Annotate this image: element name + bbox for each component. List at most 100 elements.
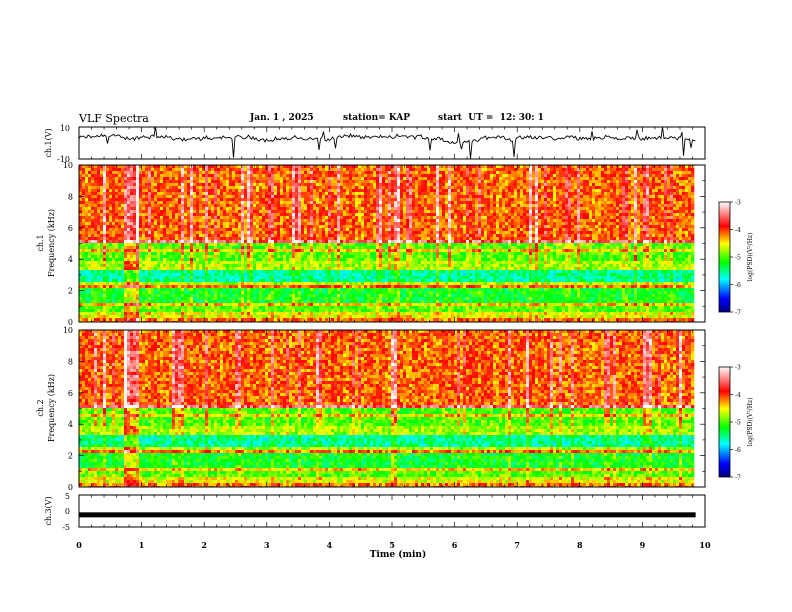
spectrogram-cell bbox=[469, 168, 472, 171]
spectrogram-cell bbox=[91, 192, 94, 195]
spectrogram-cell bbox=[82, 174, 85, 177]
spectrogram-cell bbox=[424, 168, 427, 171]
spectrogram-cell bbox=[349, 183, 352, 186]
spectrogram-cell bbox=[493, 177, 496, 180]
spectrogram-cell bbox=[496, 183, 499, 186]
spectrogram-cell bbox=[478, 174, 481, 177]
spectrogram-cell bbox=[331, 177, 334, 180]
spectrogram-cell bbox=[598, 177, 601, 180]
spectrogram-cell bbox=[253, 183, 256, 186]
spectrogram-cell bbox=[94, 195, 97, 198]
spectrogram-cell bbox=[361, 189, 364, 192]
spectrogram-cell bbox=[118, 189, 121, 192]
spectrogram-cell bbox=[547, 183, 550, 186]
spectrogram-cell bbox=[631, 189, 634, 192]
spectrogram-cell bbox=[172, 192, 175, 195]
spectrogram-cell bbox=[307, 189, 310, 192]
spectrogram-cell bbox=[595, 177, 598, 180]
spectrogram-cell bbox=[394, 168, 397, 171]
spectrogram-cell bbox=[643, 186, 646, 189]
spectrogram-cell bbox=[406, 177, 409, 180]
spectrogram-cell bbox=[574, 180, 577, 183]
spectrogram-cell bbox=[565, 171, 568, 174]
spectrogram-cell bbox=[454, 174, 457, 177]
spectrogram-cell bbox=[352, 180, 355, 183]
spectrogram-cell bbox=[445, 186, 448, 189]
spectrogram-cell bbox=[379, 189, 382, 192]
spectrogram-cell bbox=[274, 192, 277, 195]
spectrogram-cell bbox=[499, 192, 502, 195]
spectrogram-cell bbox=[586, 168, 589, 171]
spectrogram-cell bbox=[181, 171, 184, 174]
spectrogram-cell bbox=[355, 180, 358, 183]
spectrogram-cell bbox=[478, 183, 481, 186]
spectrogram-cell bbox=[508, 186, 511, 189]
spectrogram-cell bbox=[538, 189, 541, 192]
spectrogram-cell bbox=[634, 174, 637, 177]
spectrogram-cell bbox=[199, 171, 202, 174]
spectrogram-cell bbox=[448, 177, 451, 180]
spectrogram-cell bbox=[85, 171, 88, 174]
spectrogram-cell bbox=[493, 174, 496, 177]
spectrogram-cell bbox=[421, 183, 424, 186]
spectrogram-cell bbox=[484, 183, 487, 186]
spectrogram-cell bbox=[664, 189, 667, 192]
spectrogram-cell bbox=[652, 189, 655, 192]
spectrogram-cell bbox=[373, 186, 376, 189]
spectrogram-cell bbox=[430, 186, 433, 189]
spectrogram-cell bbox=[490, 177, 493, 180]
spectrogram-cell bbox=[373, 168, 376, 171]
spectrogram-cell bbox=[397, 171, 400, 174]
spectrogram-cell bbox=[97, 192, 100, 195]
spectrogram-cell bbox=[364, 171, 367, 174]
spectrogram-cell bbox=[589, 180, 592, 183]
spectrogram-cell bbox=[439, 177, 442, 180]
spectrogram-cell bbox=[478, 192, 481, 195]
spectrogram-cell bbox=[661, 168, 664, 171]
spectrogram-cell bbox=[82, 183, 85, 186]
spectrogram-cell bbox=[277, 168, 280, 171]
spectrogram-cell bbox=[664, 183, 667, 186]
spectrogram-cell bbox=[91, 177, 94, 180]
spectrogram-cell bbox=[358, 183, 361, 186]
spectrogram-cell bbox=[568, 177, 571, 180]
spectrogram-cell bbox=[157, 174, 160, 177]
spectrogram-cell bbox=[481, 186, 484, 189]
spectrogram-cell bbox=[190, 180, 193, 183]
spectrogram-cell bbox=[556, 180, 559, 183]
spectrogram-cell bbox=[217, 168, 220, 171]
spectrogram-cell bbox=[115, 186, 118, 189]
spectrogram-cell bbox=[661, 189, 664, 192]
spectrogram-cell bbox=[466, 177, 469, 180]
spectrogram-cell bbox=[517, 180, 520, 183]
spectrogram-cell bbox=[412, 186, 415, 189]
spectrogram-cell bbox=[154, 171, 157, 174]
spectrogram-cell bbox=[685, 171, 688, 174]
spectrogram-cell bbox=[181, 180, 184, 183]
spectrogram-cell bbox=[682, 174, 685, 177]
spectrogram-cell bbox=[631, 177, 634, 180]
spectrogram-cell bbox=[208, 192, 211, 195]
spectrogram-cell bbox=[244, 192, 247, 195]
spectrogram-cell bbox=[382, 171, 385, 174]
spectrogram-cell bbox=[484, 168, 487, 171]
spectrogram-cell bbox=[127, 195, 130, 198]
spectrogram-cell bbox=[565, 180, 568, 183]
spectrogram-cell bbox=[385, 174, 388, 177]
spectrogram-cell bbox=[88, 186, 91, 189]
spectrogram-cell bbox=[655, 180, 658, 183]
spectrogram-cell bbox=[658, 180, 661, 183]
spectrogram-cell bbox=[121, 195, 124, 198]
spectrogram-cell bbox=[283, 174, 286, 177]
spectrogram-cell bbox=[358, 177, 361, 180]
spectrogram-cell bbox=[364, 189, 367, 192]
spectrogram-cell bbox=[418, 183, 421, 186]
spectrogram-cell bbox=[127, 171, 130, 174]
spectrogram-cell bbox=[259, 192, 262, 195]
spectrogram-cell bbox=[466, 189, 469, 192]
spectrogram-cell bbox=[691, 180, 694, 183]
spectrogram-cell bbox=[442, 171, 445, 174]
spectrogram-cell bbox=[493, 180, 496, 183]
spectrogram-cell bbox=[682, 189, 685, 192]
spectrogram-cell bbox=[601, 174, 604, 177]
